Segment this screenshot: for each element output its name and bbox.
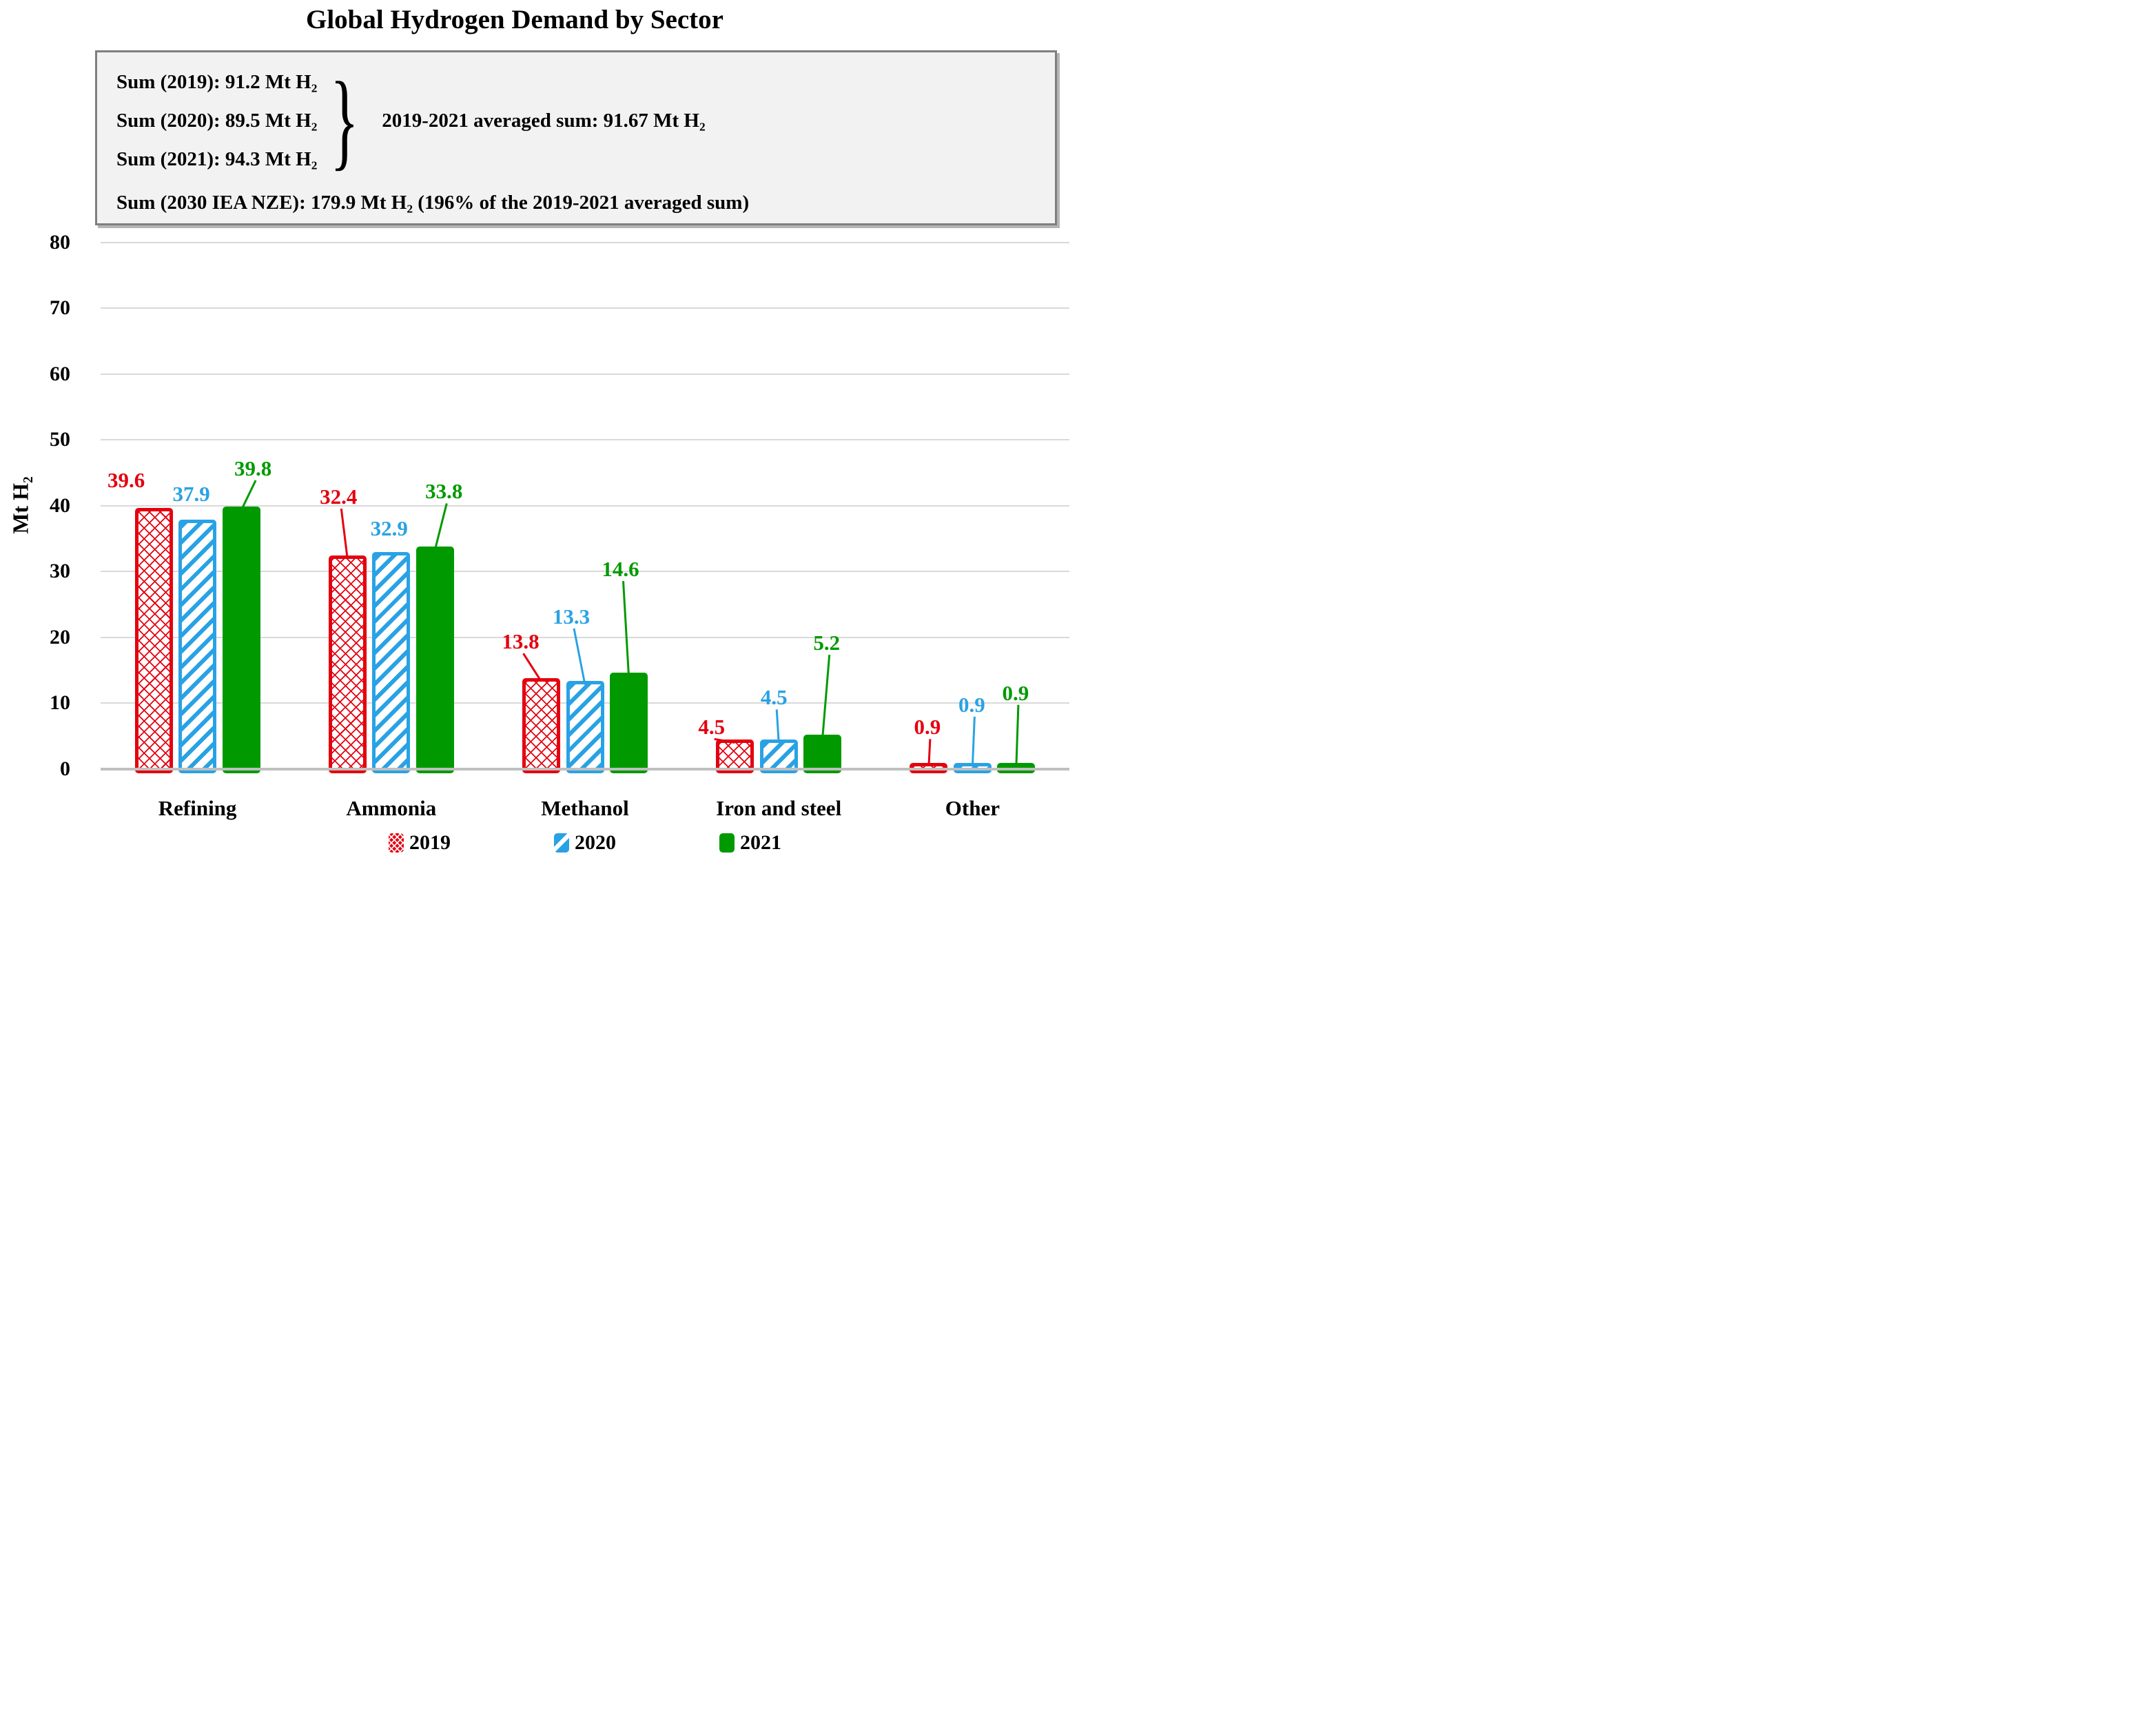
summary-box-top: Sum (2019): 91.2 Mt H₂ Sum (2020): 89.5 …	[116, 62, 1041, 179]
legend-label: 2021	[740, 831, 781, 854]
data-label: 32.4	[320, 484, 358, 509]
bar-2021-cat3	[803, 734, 842, 774]
data-label: 39.6	[107, 468, 145, 493]
legend-swatch	[719, 833, 735, 853]
chart-plot-area: Mt H₂ 2019 2020 2021 0 10 20 30 40 50 60 70 80 39.6…	[0, 0, 1078, 867]
y-tick-label: 10	[50, 691, 70, 714]
y-tick-label: 60	[50, 362, 70, 385]
leader-line	[433, 503, 448, 551]
data-label: 37.9	[172, 482, 210, 507]
bar-2019-cat2	[522, 677, 560, 774]
y-tick-label: 80	[50, 230, 70, 254]
data-label: 14.6	[602, 557, 639, 582]
data-label: 4.5	[698, 715, 726, 740]
legend: 2019 2020 2021	[101, 831, 1069, 855]
bar-2020-cat0	[178, 519, 217, 774]
sum-2019-line: Sum (2019): 91.2 Mt H₂	[116, 71, 318, 93]
leader-line	[522, 653, 542, 682]
category-label: Methanol	[541, 796, 629, 820]
figure: Global Hydrogen Demand by Sector Sum (20…	[0, 0, 1078, 867]
data-label: 5.2	[813, 631, 841, 655]
gridline	[101, 439, 1069, 440]
legend-swatch	[554, 833, 569, 853]
category-label: Iron and steel	[716, 796, 842, 820]
data-label: 39.8	[234, 456, 272, 481]
leader-line	[821, 654, 831, 738]
category-label: Ammonia	[346, 796, 437, 820]
y-tick-label: 40	[50, 493, 70, 517]
y-tick-label: 0	[60, 757, 70, 780]
legend-label: 2019	[409, 831, 451, 854]
bar-2021-cat2	[610, 673, 648, 774]
gridline	[101, 571, 1069, 572]
y-tick-label: 70	[50, 296, 70, 319]
leader-line	[775, 709, 780, 743]
gridline	[101, 504, 1069, 507]
category-label: Other	[945, 796, 1000, 820]
gridline	[101, 373, 1069, 375]
data-label: 0.9	[1002, 680, 1029, 705]
y-tick-label: 30	[50, 560, 70, 582]
bar-2019-cat0	[134, 508, 173, 774]
legend-swatch	[389, 833, 404, 853]
leader-line	[1015, 704, 1020, 766]
sum-2020-line: Sum (2020): 89.5 Mt H₂	[116, 110, 318, 132]
summary-box: Sum (2019): 91.2 Mt H₂ Sum (2020): 89.5 …	[95, 50, 1057, 225]
yearly-sums: Sum (2019): 91.2 Mt H₂ Sum (2020): 89.5 …	[116, 63, 317, 178]
chart-title: Global Hydrogen Demand by Sector	[306, 5, 723, 34]
gridline	[101, 241, 1069, 243]
leader-line	[622, 581, 630, 677]
leader-line	[927, 739, 932, 766]
y-tick-label: 50	[50, 428, 70, 451]
category-label: Refining	[158, 796, 237, 820]
legend-item-2021: 2021	[719, 831, 781, 855]
leader-line	[340, 508, 349, 560]
data-label: 4.5	[760, 685, 788, 710]
averaged-sum-note: 2019-2021 averaged sum: 91.67 Mt H₂	[382, 109, 706, 132]
leader-line	[971, 716, 976, 766]
brace-icon: }	[330, 60, 360, 181]
bar-2020-cat1	[372, 552, 411, 774]
data-label: 13.8	[502, 629, 540, 654]
sum-2021-line: Sum (2021): 94.3 Mt H₂	[116, 148, 318, 170]
bar-2021-cat0	[222, 507, 260, 774]
y-tick-label: 20	[50, 625, 70, 649]
legend-item-2019: 2019	[389, 831, 451, 855]
bar-2019-cat1	[328, 555, 367, 774]
data-label: 33.8	[425, 479, 463, 504]
data-label: 32.9	[370, 516, 408, 540]
legend-item-2020: 2020	[554, 831, 616, 855]
bar-2020-cat2	[566, 681, 604, 774]
data-label: 0.9	[914, 715, 941, 740]
data-label: 0.9	[958, 692, 985, 717]
nze-sum-line: Sum (2030 IEA NZE): 179.9 Mt H₂ (196% of…	[116, 192, 750, 214]
gridline	[101, 307, 1069, 309]
x-axis-line	[101, 767, 1069, 771]
legend-label: 2020	[575, 831, 616, 854]
data-label: 13.3	[552, 604, 591, 629]
bar-2021-cat1	[415, 546, 454, 774]
